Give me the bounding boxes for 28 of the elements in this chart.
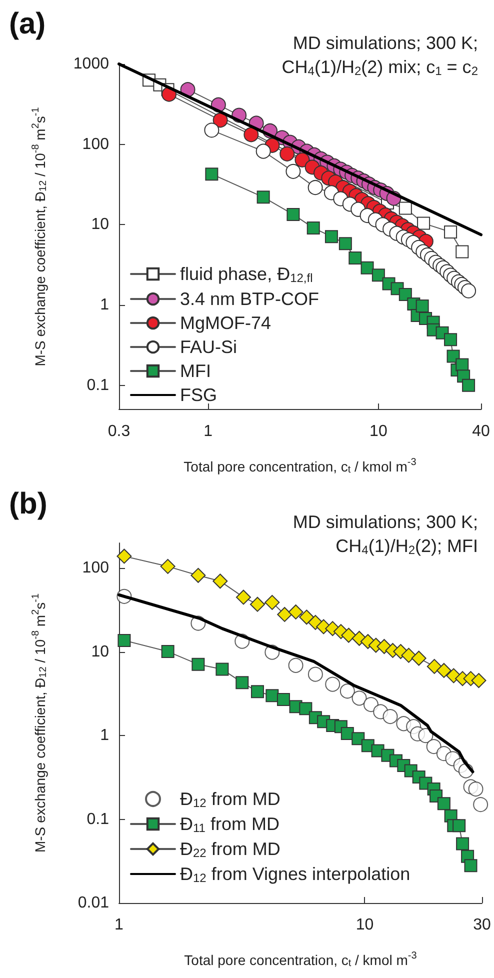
legend-label: FAU-Si <box>180 337 238 357</box>
x-tick-label: 40 <box>472 423 490 440</box>
x-tick-label: 1 <box>114 916 124 934</box>
y-axis-title: M-S exchange coefficient, Đ12 / 10-8 m2s-1 <box>30 106 49 366</box>
y-tick-label: 10 <box>91 643 110 660</box>
chart-title: (a) <box>9 8 46 40</box>
y-tick-label: 1000 <box>73 56 110 72</box>
y-tick-label: 1 <box>100 296 110 314</box>
y-tick-label: 0.1 <box>86 810 110 828</box>
y-tick-label: 100 <box>82 136 110 153</box>
y-tick-label: 1 <box>100 727 110 744</box>
legend-label: MFI <box>180 361 211 381</box>
text: MD simulations; 300 K; <box>292 512 478 532</box>
chart-title: (b) <box>9 488 48 520</box>
legend-label: MgMOF-74 <box>180 313 272 333</box>
y-axis-title: M-S exchange coefficient, Đ12 / 10-8 m2s-1 <box>30 593 49 853</box>
text: MD simulations; 300 K; <box>292 33 478 53</box>
legend-label: FSG <box>180 385 218 405</box>
x-tick-label: 10 <box>370 423 388 440</box>
x-tick-label: 30 <box>473 916 491 934</box>
x-tick-label: 0.3 <box>108 423 130 440</box>
y-tick-label: 0.1 <box>86 376 110 394</box>
y-tick-label: 0.01 <box>78 894 110 912</box>
y-tick-label: 100 <box>82 560 110 577</box>
legend-label: 3.4 nm BTP-COF <box>180 289 320 309</box>
x-tick-label: 10 <box>356 916 374 934</box>
x-tick-label: 1 <box>204 423 213 440</box>
y-tick-label: 10 <box>91 216 110 234</box>
